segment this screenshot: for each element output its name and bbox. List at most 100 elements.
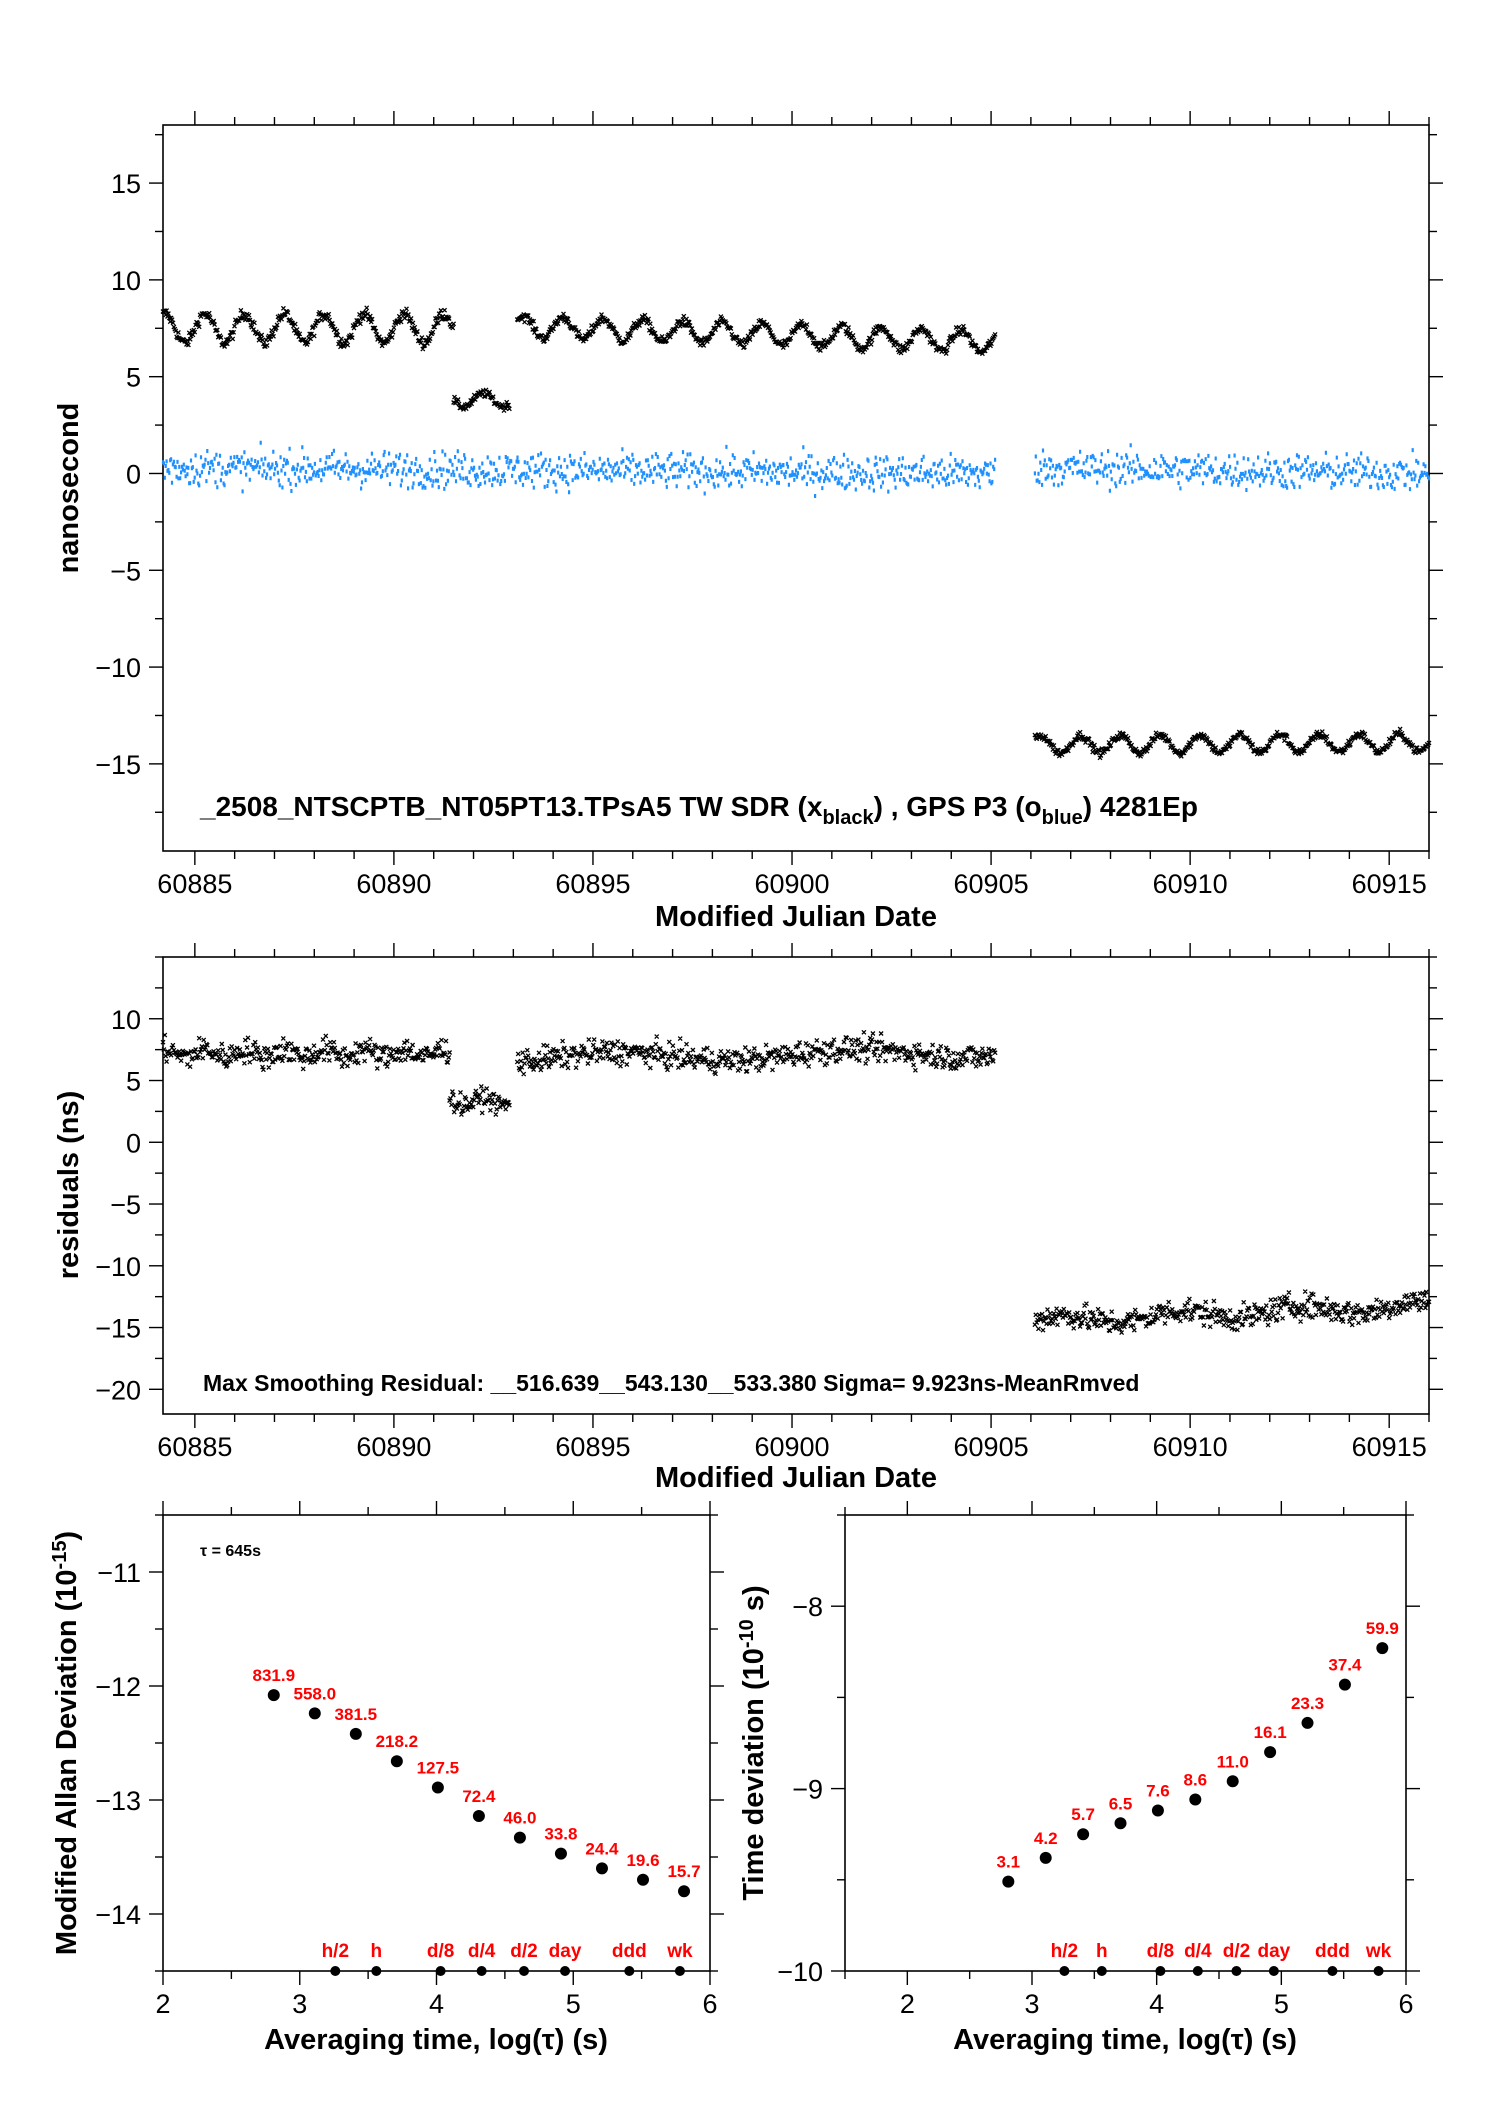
- marker-label: h/2: [322, 1941, 349, 1962]
- y-tick-label: −13: [95, 1786, 141, 1816]
- data-point: [1376, 1642, 1389, 1655]
- marker-point: [476, 1966, 487, 1976]
- data-point: [1002, 1875, 1015, 1888]
- data-points: [160, 305, 1432, 761]
- x-tick-label: 6: [1398, 1989, 1413, 2019]
- marker-label: d/4: [1184, 1941, 1212, 1962]
- y-tick-label: −8: [792, 1592, 823, 1622]
- data-label: 8.6: [1183, 1771, 1207, 1790]
- x-axis-title: Modified Julian Date: [655, 901, 937, 933]
- data-label: 558.0: [294, 1684, 337, 1703]
- series-black-points: [160, 1029, 1432, 1336]
- y-tick-label: −10: [777, 1957, 823, 1987]
- x-tick-label: 60885: [157, 869, 232, 899]
- y-tick-label: −5: [110, 1190, 141, 1220]
- x-tick-label: 60890: [356, 869, 431, 899]
- marker-point: [560, 1966, 571, 1976]
- x-tick-label: 2: [155, 1989, 170, 2019]
- x-tick-label: 60905: [954, 869, 1029, 899]
- y-tick-label: −9: [792, 1775, 823, 1805]
- marker-label: d/2: [1223, 1941, 1250, 1962]
- panel-time-deviation: 2 3 4 5 6 −8 −9 −10 3.1 4.2 5.7 6.5 7.6 8.6 11.0 16.12…: [736, 1501, 1420, 2056]
- data-label: 19.6: [626, 1851, 659, 1870]
- y-tick-label: 15: [111, 169, 141, 199]
- marker-label: h/2: [1051, 1941, 1078, 1962]
- y-tick-label: 5: [126, 1067, 141, 1097]
- marker-point: [330, 1966, 341, 1976]
- marker-label: h: [371, 1941, 383, 1962]
- data-point: [595, 1862, 608, 1875]
- data-point: [1226, 1775, 1239, 1788]
- data-point: [678, 1885, 691, 1898]
- data-points: 3.1 4.2 5.7 6.5 7.6 8.6 11.0 16.123.337.459.9 h/…: [996, 1619, 1399, 1976]
- x-tick-label: 5: [566, 1989, 581, 2019]
- y-axis-title: Time deviation (10-10 s): [736, 1585, 770, 1900]
- data-point: [554, 1847, 567, 1860]
- x-tick-label: 4: [1149, 1989, 1164, 2019]
- y-tick-label: −15: [95, 1314, 141, 1344]
- data-label: 7.6: [1146, 1781, 1170, 1800]
- marker-point: [1373, 1966, 1384, 1976]
- data-label: 37.4: [1328, 1656, 1362, 1675]
- data-point: [308, 1707, 321, 1720]
- x-tick-label: 3: [292, 1989, 307, 2019]
- y-tick-label: 10: [111, 1005, 141, 1035]
- x-tick-label: 6: [702, 1989, 717, 2019]
- x-axis-title: Modified Julian Date: [655, 1462, 937, 1494]
- data-label: 6.5: [1109, 1794, 1133, 1813]
- x-tick-label: 3: [1024, 1989, 1039, 2019]
- data-point: [1077, 1828, 1090, 1841]
- plot-frame: [162, 1514, 711, 1972]
- data-label: 831.9: [252, 1666, 295, 1685]
- data-label: 59.9: [1366, 1619, 1399, 1638]
- x-tick-label: 60890: [356, 1432, 431, 1462]
- marker-label: ddd: [612, 1941, 647, 1962]
- panel-residuals: 60885 60890 60895 60900 60905 60910 60915 10 5 0 −…: [53, 943, 1443, 1494]
- x-tick-label: 60900: [754, 869, 829, 899]
- x-tick-label: 60915: [1352, 1432, 1427, 1462]
- plot-frame: [162, 124, 1430, 852]
- data-point: [390, 1755, 403, 1768]
- marker-point: [435, 1966, 446, 1976]
- marker-point: [1231, 1966, 1242, 1976]
- data-label: 16.1: [1254, 1723, 1287, 1742]
- data-label: 3.1: [996, 1853, 1020, 1872]
- marker-point: [519, 1966, 530, 1976]
- marker-label: d/4: [468, 1941, 496, 1962]
- marker-label: day: [549, 1941, 582, 1962]
- marker-label: d/2: [510, 1941, 537, 1962]
- marker-label: d/8: [1147, 1941, 1174, 1962]
- data-label: 46.0: [503, 1809, 536, 1828]
- marker-label: wk: [666, 1941, 693, 1962]
- data-points: [160, 1029, 1432, 1336]
- marker-point: [1059, 1966, 1070, 1976]
- marker-point: [371, 1966, 382, 1976]
- marker-point: [1096, 1966, 1107, 1976]
- x-tick-label: 2: [900, 1989, 915, 2019]
- x-axis-title: Averaging time, log(τ) (s): [264, 2024, 608, 2056]
- y-tick-label: −10: [95, 653, 141, 683]
- data-point: [1039, 1851, 1052, 1864]
- data-point: [513, 1831, 526, 1844]
- marker-point: [1268, 1966, 1279, 1976]
- data-label: 11.0: [1217, 1752, 1249, 1771]
- y-tick-label: 10: [111, 266, 141, 296]
- x-tick-label: 60910: [1153, 1432, 1228, 1462]
- y-axis-title: residuals (ns): [53, 1091, 85, 1280]
- data-point: [349, 1727, 362, 1740]
- x-tick-label: 4: [429, 1989, 444, 2019]
- panel-annotation: Max Smoothing Residual: __516.639__543.1…: [203, 1370, 1139, 1396]
- y-tick-label: −10: [95, 1252, 141, 1282]
- y-tick-label: −11: [97, 1558, 141, 1588]
- data-label: 72.4: [462, 1787, 496, 1806]
- data-label: 5.7: [1071, 1805, 1095, 1824]
- data-label: 23.3: [1291, 1694, 1324, 1713]
- marker-label: day: [1257, 1941, 1290, 1962]
- x-tick-label: 60900: [754, 1432, 829, 1462]
- data-point: [1301, 1716, 1314, 1729]
- marker-label: wk: [1365, 1941, 1392, 1962]
- y-tick-label: −15: [95, 750, 141, 780]
